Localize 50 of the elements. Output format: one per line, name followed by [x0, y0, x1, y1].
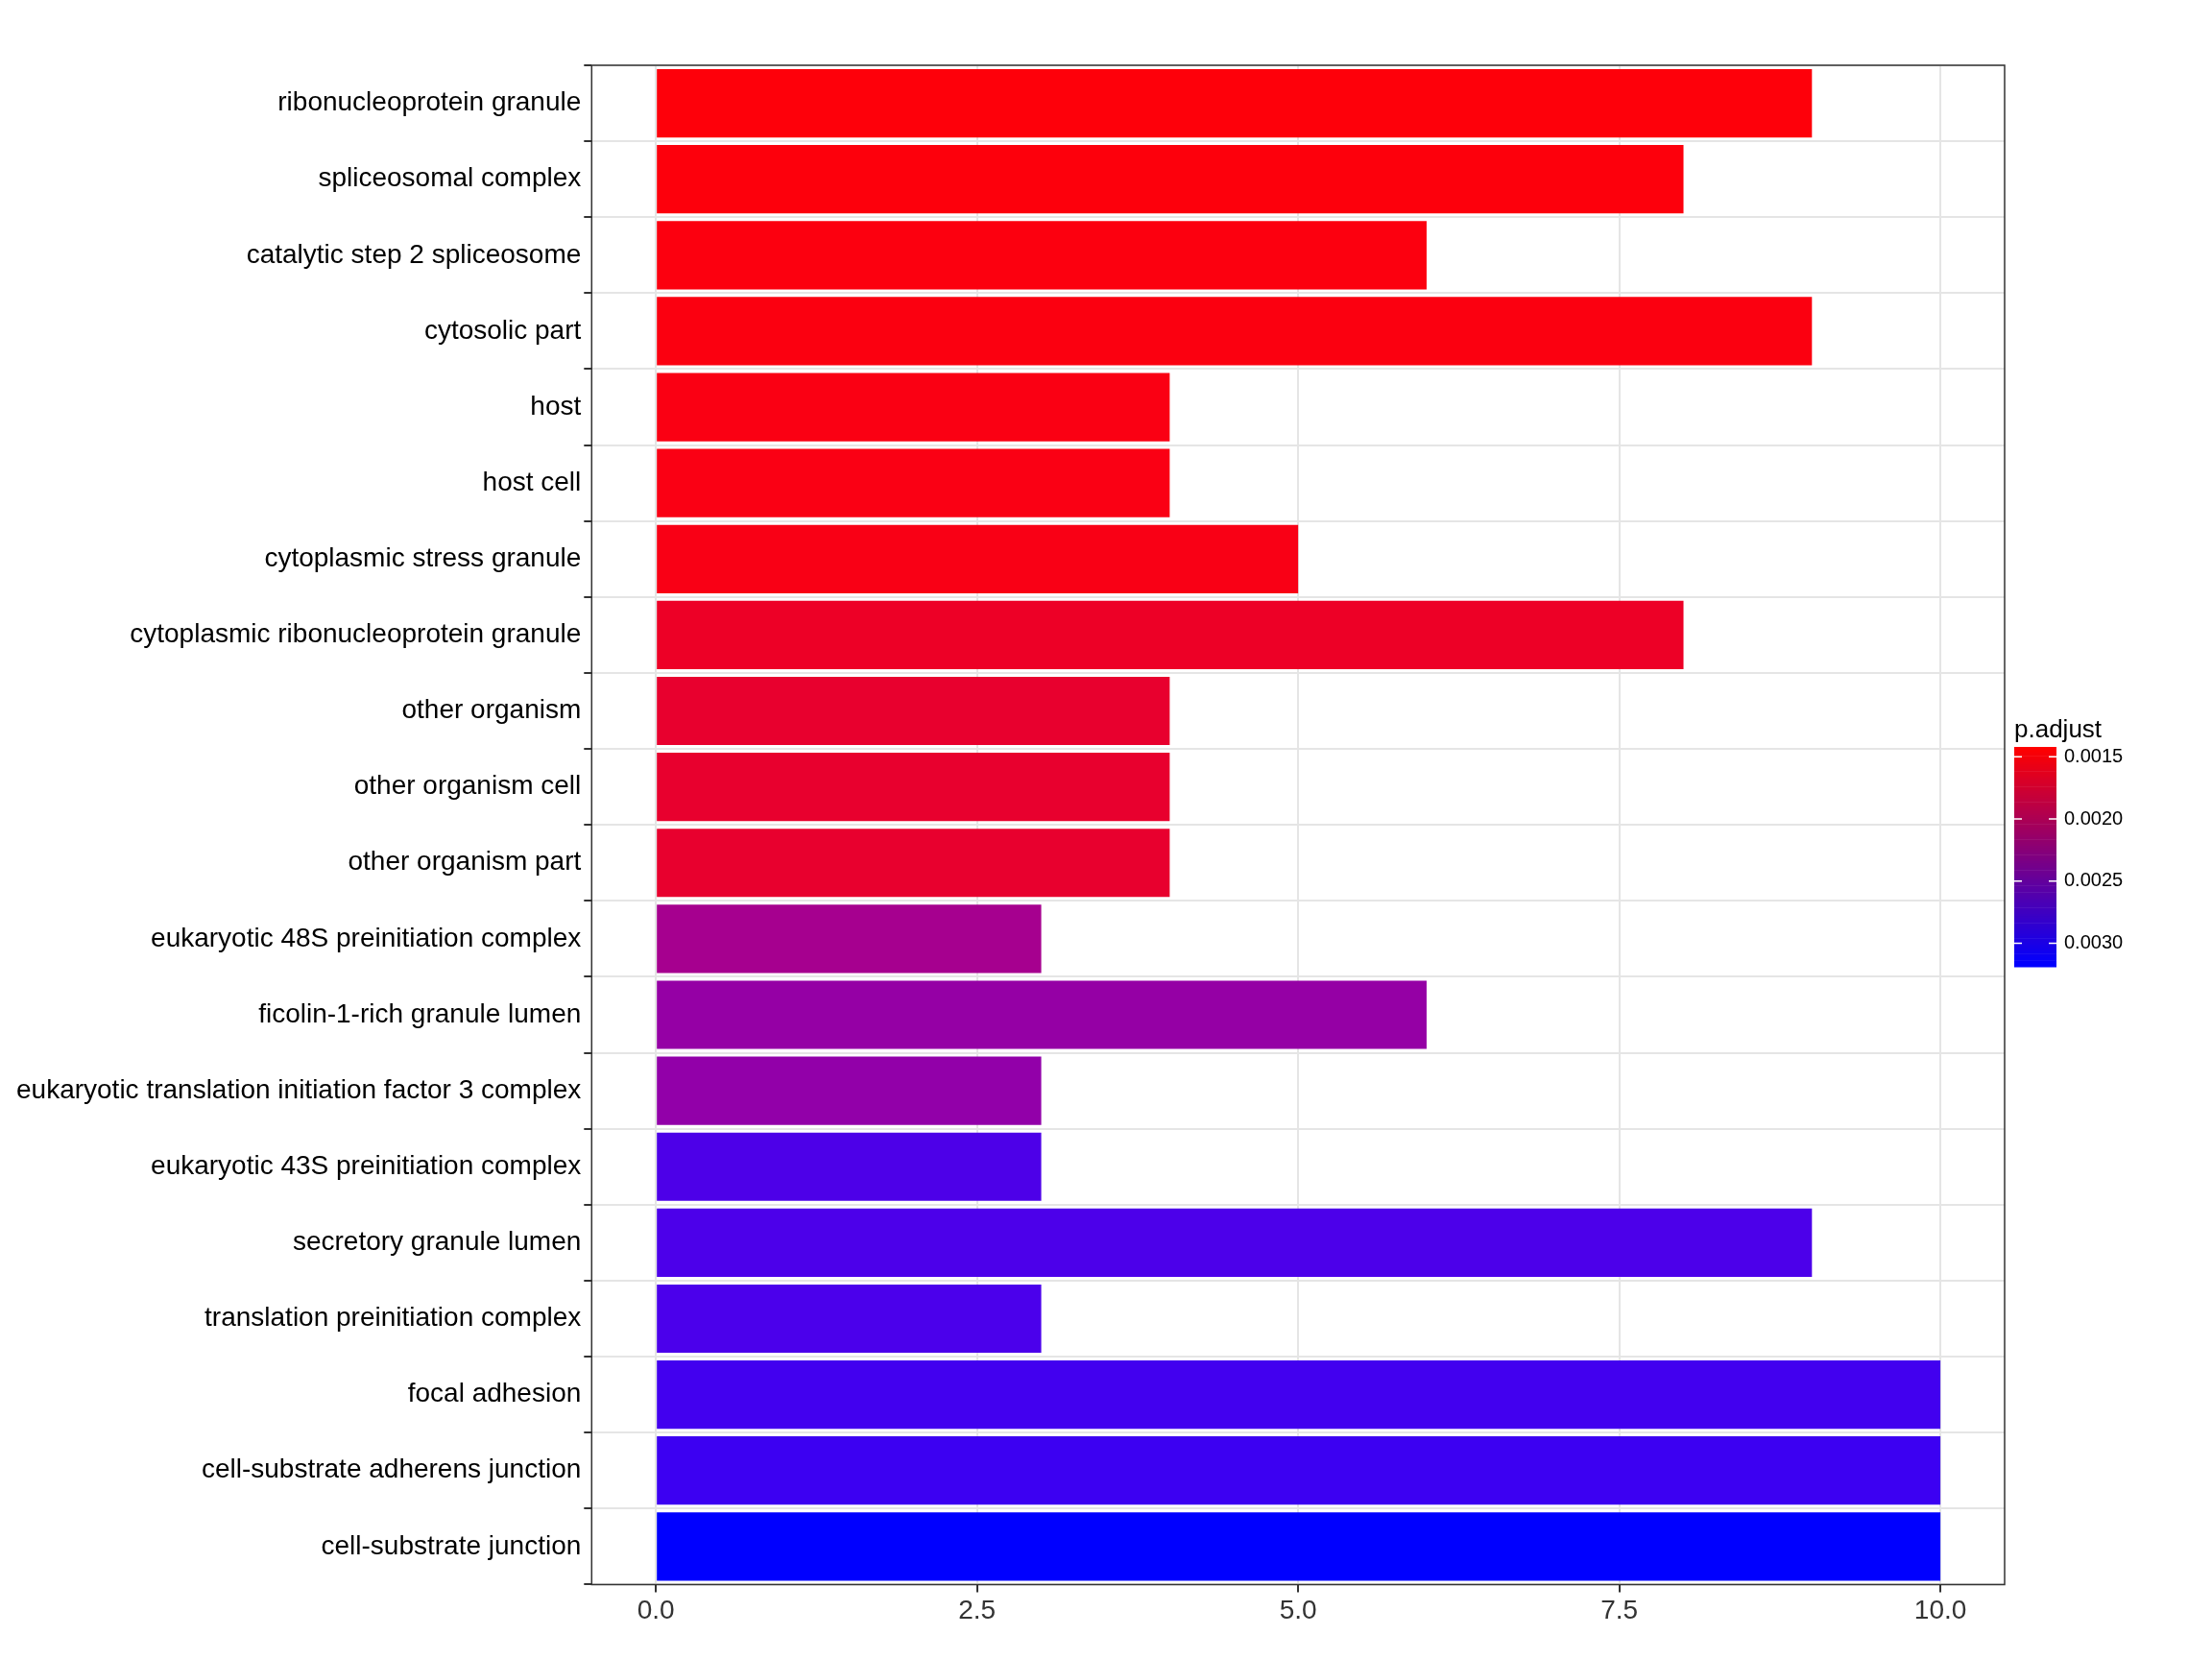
bar	[657, 448, 1170, 517]
color-bar-title: p.adjust	[2014, 714, 2103, 743]
x-tick-label: 2.5	[958, 1594, 997, 1624]
y-tick-label: eukaryotic 48S preinitiation complex	[151, 922, 582, 952]
bar	[657, 829, 1170, 898]
y-tick-label: secretory granule lumen	[292, 1226, 582, 1257]
y-tick-label: cell-substrate junction	[321, 1529, 582, 1560]
bar	[657, 68, 1813, 138]
bar	[657, 373, 1170, 442]
bar	[657, 1360, 1941, 1430]
y-tick-label: other organism cell	[353, 770, 582, 801]
bar	[657, 1132, 1042, 1201]
y-tick-label: ribonucleoprotein granule	[277, 86, 582, 117]
bar	[657, 980, 1427, 1049]
y-tick-label: cytoplasmic ribonucleoprotein granule	[130, 618, 582, 649]
x-tick-label: 7.5	[1600, 1594, 1639, 1624]
bar	[657, 1056, 1042, 1125]
color-bar-label: 0.0025	[2064, 869, 2124, 891]
y-tick-label: ficolin-1-rich granule lumen	[258, 998, 582, 1028]
color-bar-label: 0.0020	[2064, 806, 2124, 829]
y-tick-label: focal adhesion	[407, 1378, 582, 1408]
y-tick-label: cell-substrate adherens junction	[201, 1454, 582, 1484]
y-tick-label: eukaryotic 43S preinitiation complex	[151, 1149, 582, 1180]
y-tick-label: host cell	[482, 466, 582, 496]
bar	[657, 1284, 1042, 1354]
bar	[657, 297, 1813, 366]
bar	[657, 904, 1042, 974]
bar	[657, 1208, 1813, 1277]
x-tick-label: 5.0	[1279, 1594, 1317, 1624]
bar	[657, 753, 1170, 822]
y-tick-label: translation preinitiation complex	[204, 1302, 582, 1333]
y-tick-label: host	[530, 390, 582, 421]
bar	[657, 1512, 1941, 1581]
color-bar-label: 0.0030	[2064, 930, 2124, 952]
bar	[657, 676, 1170, 746]
y-tick-label: eukaryotic translation initiation factor 3 complex	[15, 1073, 582, 1104]
y-tick-label: other organism part	[348, 846, 582, 877]
bar	[657, 1436, 1941, 1505]
y-tick-label: catalytic step 2 spliceosome	[246, 238, 582, 269]
bar	[657, 524, 1299, 593]
y-tick-label: cytosolic part	[423, 314, 582, 345]
bar	[657, 600, 1684, 669]
bar	[657, 221, 1427, 290]
y-tick-label: spliceosomal complex	[318, 162, 582, 193]
bar	[657, 145, 1684, 214]
y-tick-label: cytoplasmic stress granule	[264, 542, 582, 572]
y-tick-label: other organism	[401, 694, 582, 725]
color-bar-label: 0.0015	[2064, 744, 2124, 766]
x-tick-label: 0.0	[637, 1594, 675, 1624]
x-tick-label: 10.0	[1913, 1594, 1967, 1624]
